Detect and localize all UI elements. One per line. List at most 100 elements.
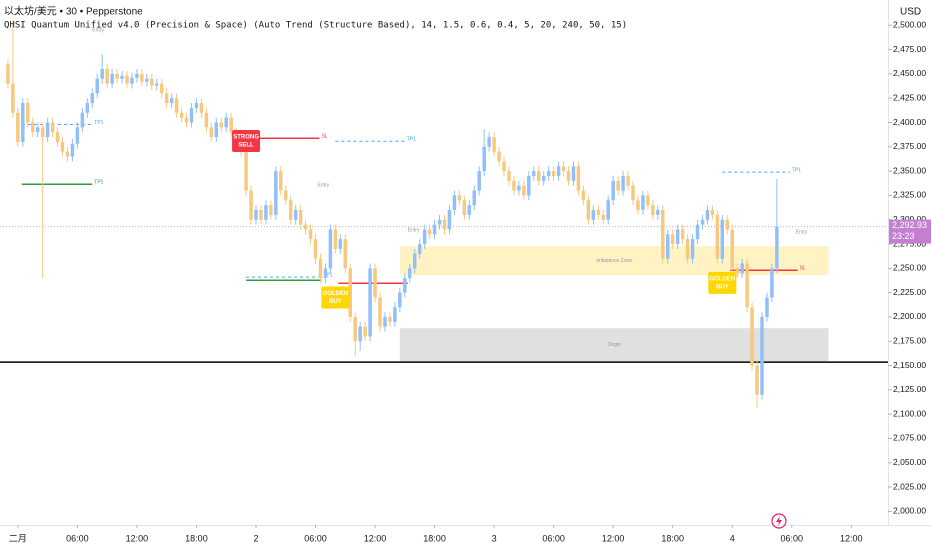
y-tick-label: 2,500.00 bbox=[893, 20, 926, 30]
candle-body bbox=[155, 83, 159, 86]
signal-label: GOLDEN bbox=[323, 291, 349, 297]
candle-body bbox=[298, 210, 303, 225]
signal-label: BUY bbox=[716, 284, 729, 290]
candle-body bbox=[135, 73, 139, 78]
candle-body bbox=[740, 263, 744, 274]
candle-body bbox=[333, 229, 338, 249]
candle-body bbox=[179, 112, 184, 118]
candle-body bbox=[358, 326, 362, 342]
y-tick-label: 2,375.00 bbox=[893, 141, 926, 151]
candle-body bbox=[284, 190, 288, 201]
candle-body bbox=[408, 268, 412, 279]
candle-body bbox=[527, 175, 531, 196]
candle-body bbox=[720, 219, 725, 259]
level-label: TP1 bbox=[407, 137, 416, 143]
candle-body bbox=[229, 117, 233, 133]
level-label: TP1 bbox=[94, 120, 103, 126]
x-tick-label: 18:00 bbox=[661, 533, 684, 543]
candle-body bbox=[254, 210, 258, 220]
candle-body bbox=[517, 185, 521, 191]
candle-body bbox=[641, 195, 645, 210]
level-label: SL bbox=[321, 134, 327, 140]
candle-body bbox=[353, 316, 357, 342]
y-tick-label: 2,450.00 bbox=[893, 68, 926, 78]
candle-body bbox=[323, 268, 328, 279]
x-tick-label: 4 bbox=[730, 533, 735, 543]
candle-body bbox=[437, 219, 442, 225]
candle-body bbox=[279, 171, 283, 191]
candle-body bbox=[130, 77, 134, 84]
y-tick-label: 2,200.00 bbox=[893, 311, 926, 321]
x-tick-label: 06:00 bbox=[304, 533, 327, 543]
currency: USD bbox=[900, 7, 921, 18]
candle-body bbox=[224, 117, 228, 128]
level-label: TP1 bbox=[323, 272, 332, 278]
candle-body bbox=[636, 200, 640, 210]
candle-body bbox=[417, 244, 422, 254]
candle-body bbox=[115, 73, 119, 79]
price-tag bbox=[889, 219, 931, 244]
x-tick-label: 12:00 bbox=[602, 533, 625, 543]
x-tick-label: 18:00 bbox=[185, 533, 208, 543]
candle-body bbox=[631, 185, 635, 201]
candle-body bbox=[700, 219, 705, 225]
candle-body bbox=[219, 122, 223, 128]
candle-body bbox=[591, 210, 596, 220]
candle-body bbox=[775, 226, 779, 269]
candle-body bbox=[343, 239, 348, 269]
y-tick-label: 2,325.00 bbox=[893, 190, 926, 200]
candle-body bbox=[651, 205, 655, 215]
price-tag-countdown: 23:23 bbox=[892, 231, 915, 241]
candle-body bbox=[750, 307, 754, 366]
candle-body bbox=[50, 122, 55, 133]
candle-body bbox=[546, 171, 551, 176]
y-tick-label: 2,100.00 bbox=[893, 408, 926, 418]
x-tick-label: 06:00 bbox=[780, 533, 803, 543]
candle-body bbox=[398, 292, 402, 308]
candle-body bbox=[120, 75, 124, 79]
candle-body bbox=[556, 166, 561, 176]
candle-body bbox=[497, 151, 501, 162]
x-tick-label: 二月 bbox=[9, 533, 27, 543]
candle-body bbox=[249, 190, 253, 220]
candle-body bbox=[467, 205, 472, 215]
candle-body bbox=[566, 171, 571, 181]
candle-body bbox=[422, 229, 427, 245]
price-tag-label: 2,292.93 bbox=[892, 220, 927, 230]
candle-body bbox=[745, 263, 749, 308]
plot: Imbalance Zone Origin TP1 TP1 SL TP1 TP1 TP1 SL E… bbox=[0, 20, 888, 408]
candle-body bbox=[646, 195, 650, 206]
y-tick-label: 2,350.00 bbox=[893, 165, 926, 175]
y-tick-label: 2,050.00 bbox=[893, 457, 926, 467]
icon-ring[interactable] bbox=[771, 513, 787, 529]
candle-body bbox=[690, 239, 695, 259]
candle-body bbox=[378, 297, 382, 327]
icon-bolt[interactable] bbox=[776, 516, 782, 526]
y-tick-label: 2,400.00 bbox=[893, 117, 926, 127]
candle-body bbox=[16, 112, 20, 142]
candle-body bbox=[269, 205, 273, 215]
candle-body bbox=[725, 219, 730, 230]
toolbar-icon[interactable] bbox=[771, 513, 787, 529]
y-tick-label: 2,125.00 bbox=[893, 384, 926, 394]
candle-body bbox=[348, 268, 352, 317]
candle-body bbox=[303, 224, 308, 230]
level-label: TP1 bbox=[792, 167, 801, 173]
candle-body bbox=[31, 122, 35, 133]
candle-body bbox=[293, 210, 298, 220]
candle-body bbox=[373, 268, 377, 298]
candle-body bbox=[760, 316, 764, 395]
y-tick-label: 2,150.00 bbox=[893, 360, 926, 370]
candle-body bbox=[328, 229, 333, 269]
candle-body bbox=[199, 103, 204, 113]
candle-body bbox=[462, 200, 467, 215]
candle-body bbox=[75, 127, 80, 144]
x-tick-label: 3 bbox=[492, 533, 497, 543]
candle-body bbox=[715, 214, 720, 259]
candle-body bbox=[735, 268, 739, 274]
candle-body bbox=[457, 195, 462, 201]
y-tick-label: 2,075.00 bbox=[893, 433, 926, 443]
candle-body bbox=[507, 171, 511, 181]
candle-body bbox=[85, 103, 90, 113]
candle-body bbox=[472, 190, 476, 206]
